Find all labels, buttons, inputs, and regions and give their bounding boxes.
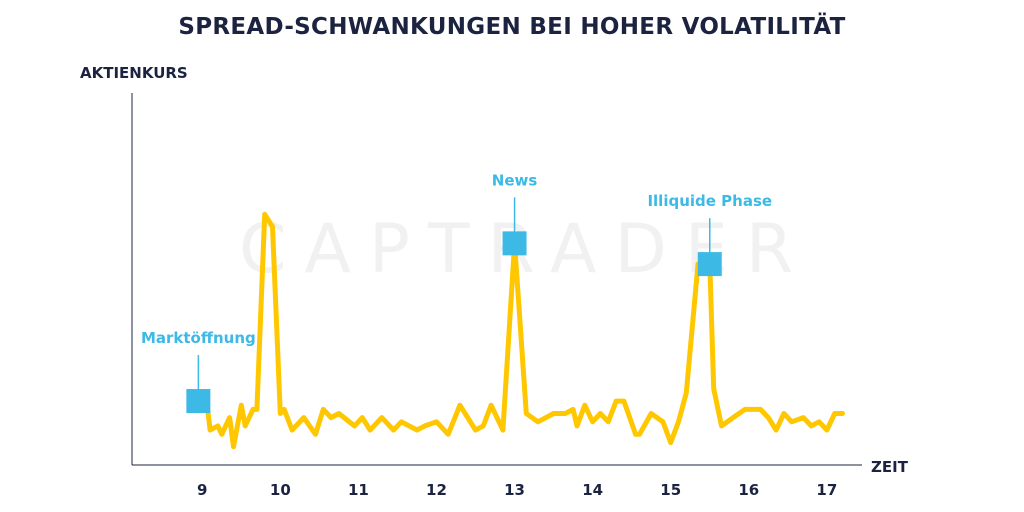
axes [131, 93, 862, 466]
annotation-marker [502, 231, 527, 256]
x-tick-label-13: 13 [504, 481, 525, 499]
annotation-label: Marktöffnung [141, 329, 256, 347]
x-tick-label-14: 14 [582, 481, 603, 499]
x-tick-labels: 9 10 11 12 13 14 15 16 17 [197, 481, 837, 499]
x-tick-label-10: 10 [270, 481, 291, 499]
x-tick-label-15: 15 [660, 481, 681, 499]
x-tick-label-11: 11 [348, 481, 369, 499]
x-tick-label-16: 16 [738, 481, 759, 499]
y-axis-label: AKTIENKURS [80, 64, 188, 82]
annotation-marker [186, 389, 211, 414]
x-axis-label: ZEIT [871, 458, 909, 476]
annotation-label: News [492, 171, 538, 189]
annotation-2: Illiquide Phase [647, 192, 772, 277]
annotation-marker [697, 252, 722, 277]
annotation-1: News [492, 171, 538, 256]
x-tick-label-17: 17 [816, 481, 837, 499]
chart-title: SPREAD-SCHWANKUNGEN BEI HOHER VOLATILITÄ… [178, 14, 846, 40]
x-tick-label-9: 9 [197, 481, 207, 499]
annotations: Marktöffnung News Illiquide Phase [141, 171, 772, 414]
annotation-0: Marktöffnung [141, 329, 256, 414]
annotation-label: Illiquide Phase [647, 192, 772, 210]
x-tick-label-12: 12 [426, 481, 447, 499]
